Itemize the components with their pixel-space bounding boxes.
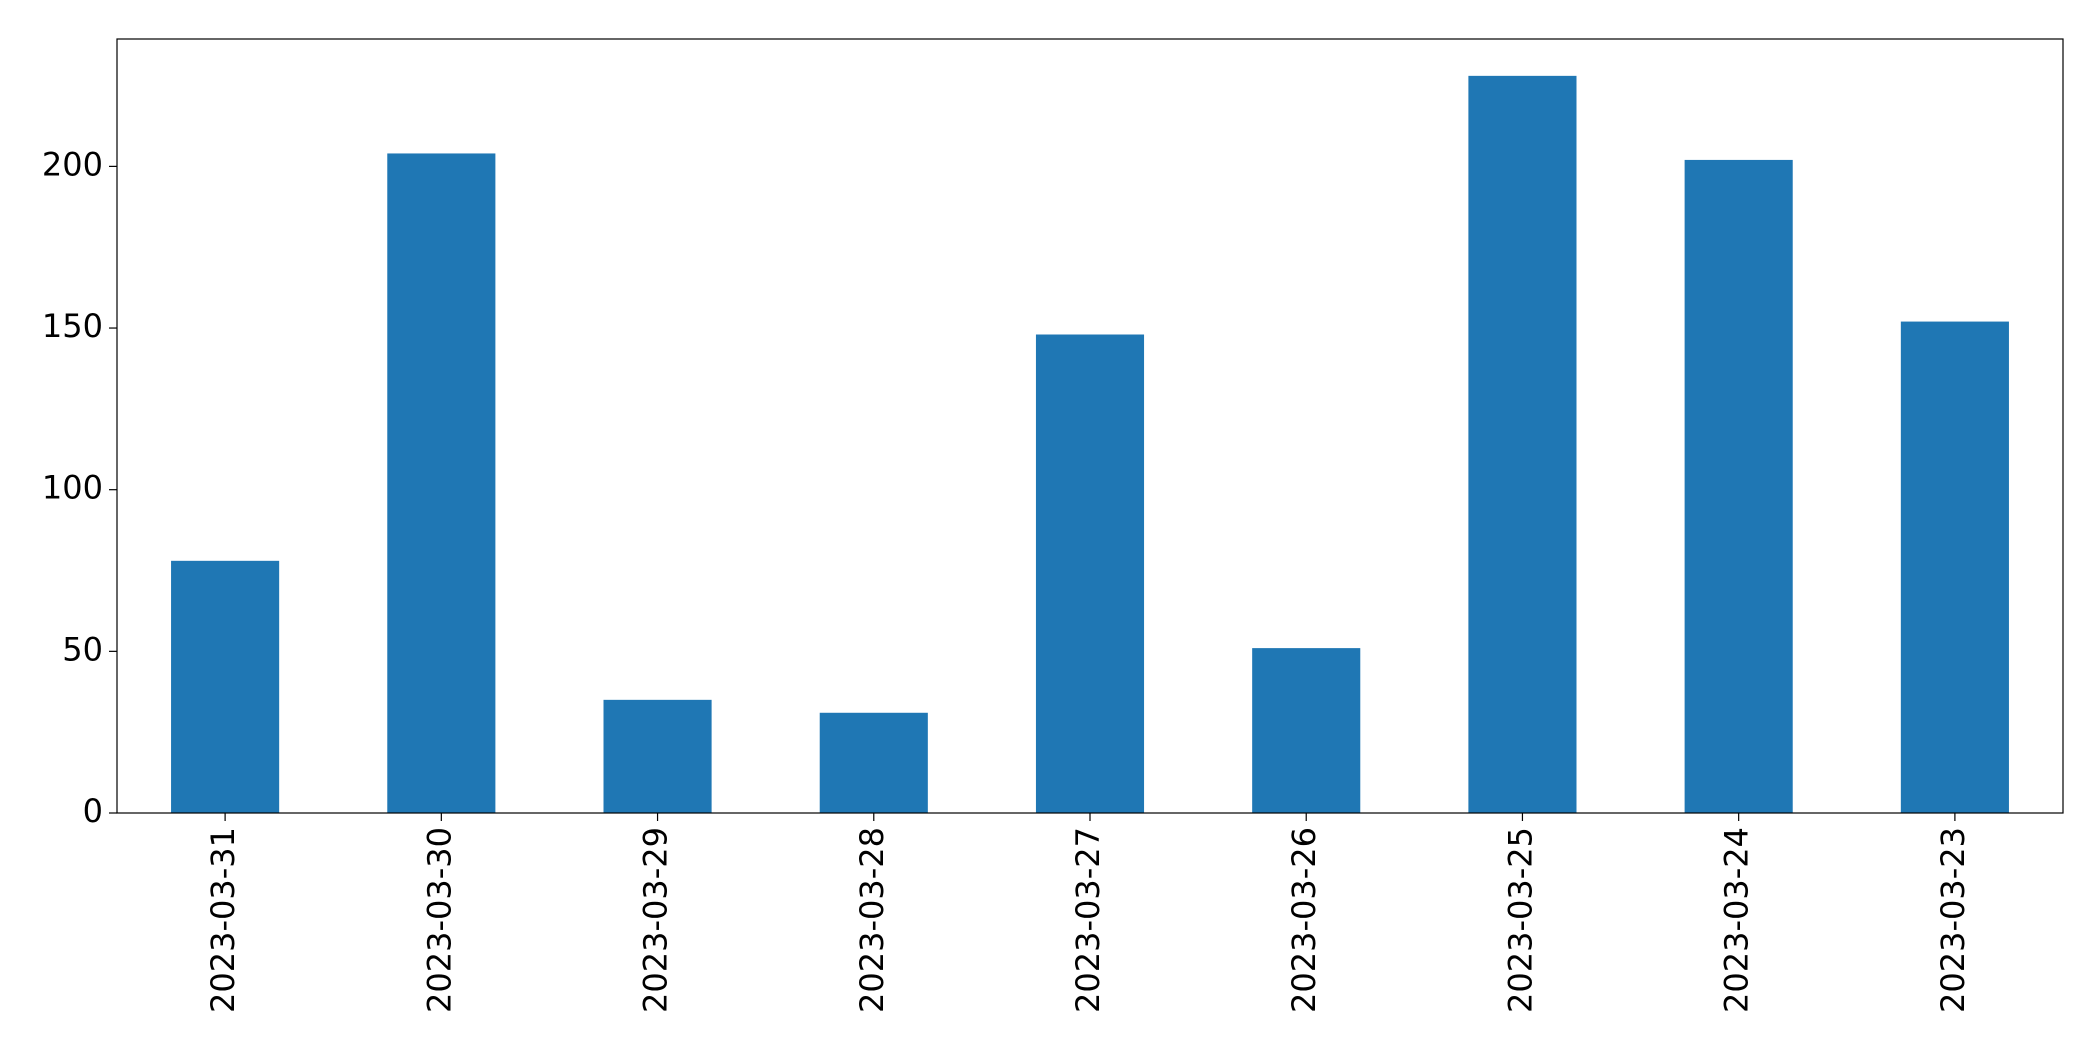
bar	[387, 153, 496, 814]
bar	[1468, 75, 1577, 814]
bar	[171, 560, 280, 813]
x-tick-label: 2023-03-27	[1069, 827, 1107, 1013]
y-tick-label: 200	[42, 145, 103, 183]
x-tick-label: 2023-03-28	[853, 827, 891, 1013]
y-tick-label: 0	[83, 792, 103, 830]
x-tick-label: 2023-03-31	[204, 827, 242, 1013]
bar	[603, 699, 712, 813]
bar	[1252, 648, 1361, 813]
x-tick-label: 2023-03-26	[1285, 827, 1323, 1013]
bar	[819, 712, 928, 813]
x-tick-label: 2023-03-29	[637, 827, 675, 1013]
y-tick-label: 100	[42, 469, 103, 507]
bar	[1035, 334, 1145, 813]
x-tick-label: 2023-03-23	[1934, 827, 1972, 1013]
axes-frame	[116, 38, 2064, 814]
y-tick-label: 50	[62, 630, 103, 668]
y-tick-label: 150	[42, 307, 103, 345]
x-tick-label: 2023-03-24	[1718, 827, 1756, 1013]
bar	[1900, 321, 2009, 813]
x-tick-label: 2023-03-25	[1501, 827, 1539, 1013]
x-tick-label: 2023-03-30	[420, 827, 458, 1013]
bar	[1684, 159, 1793, 813]
